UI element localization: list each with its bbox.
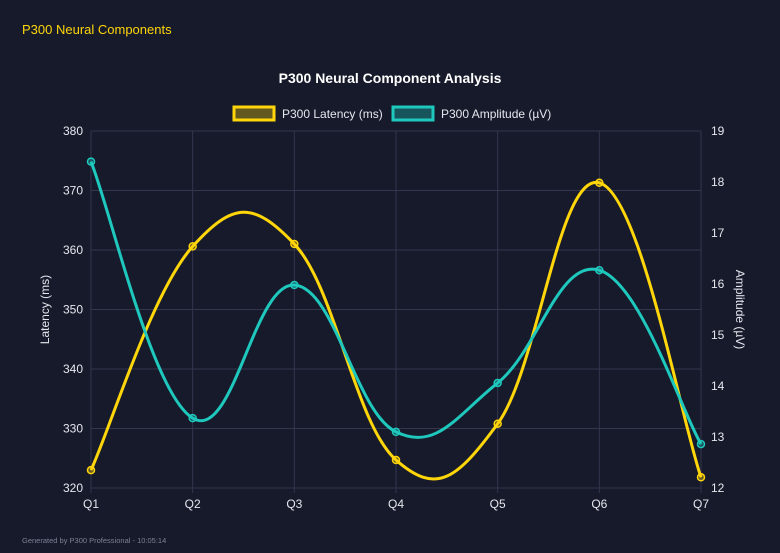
data-point	[391, 427, 401, 437]
x-tick-label: Q2	[185, 497, 201, 511]
data-point	[595, 178, 604, 188]
series-line	[89, 181, 703, 481]
y-right-tick-label: 14	[711, 379, 725, 393]
y-right-tick-label: 17	[711, 226, 725, 240]
page-header: P300 Neural Components	[22, 22, 172, 37]
y-left-tick-label: 320	[63, 481, 83, 495]
x-tick-label: Q6	[591, 497, 607, 511]
data-point	[290, 280, 299, 290]
y-right-axis-label: Amplitude (µV)	[733, 270, 747, 350]
y-left-tick-label: 350	[63, 303, 83, 317]
data-point	[86, 465, 96, 475]
data-point	[290, 239, 299, 249]
footer-text: Generated by P300 Professional - 10:05:1…	[22, 536, 167, 545]
x-tick-label: Q4	[388, 497, 404, 511]
x-tick-label: Q5	[490, 497, 506, 511]
y-right-tick-label: 16	[711, 277, 725, 291]
data-point	[391, 455, 401, 465]
data-point	[188, 242, 197, 251]
data-point	[696, 473, 706, 482]
chart-title: P300 Neural Component Analysis	[279, 70, 502, 86]
x-tick-label: Q7	[693, 497, 709, 511]
y-right-tick-label: 13	[711, 430, 725, 444]
data-point	[595, 265, 604, 275]
y-left-tick-label: 360	[63, 243, 83, 257]
legend-swatch	[391, 105, 435, 122]
data-point	[188, 413, 197, 423]
legend-swatch	[232, 105, 276, 122]
y-left-tick-label: 380	[63, 124, 83, 138]
y-right-tick-label: 18	[711, 175, 725, 189]
series-line	[89, 161, 703, 445]
y-left-tick-label: 370	[63, 184, 83, 198]
x-tick-label: Q1	[83, 497, 99, 511]
y-left-tick-label: 340	[63, 362, 83, 376]
y-right-tick-label: 15	[711, 328, 725, 342]
y-left-axis-label: Latency (ms)	[38, 275, 52, 344]
y-right-tick-label: 19	[711, 124, 725, 138]
data-point	[696, 439, 706, 449]
legend-label: P300 Latency (ms)	[282, 107, 383, 121]
legend-label: P300 Amplitude (µV)	[441, 107, 551, 121]
data-point	[493, 419, 502, 428]
y-right-tick-label: 12	[711, 481, 725, 495]
data-point	[86, 157, 96, 166]
data-point	[493, 378, 502, 388]
y-left-tick-label: 330	[63, 422, 83, 436]
x-tick-label: Q3	[286, 497, 302, 511]
